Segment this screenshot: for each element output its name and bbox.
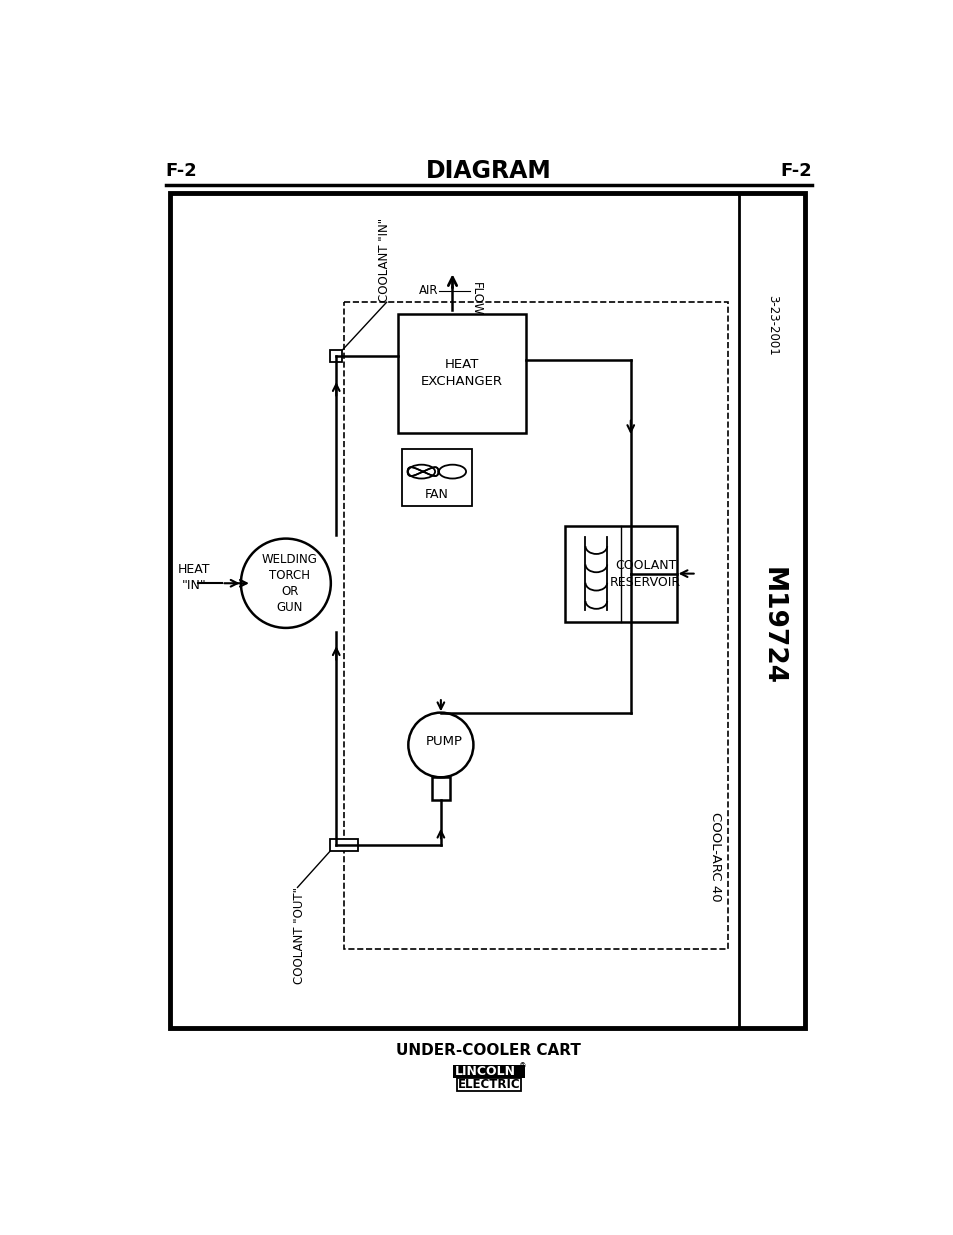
Bar	[170, 193, 804, 1029]
Text: ELECTRIC: ELECTRIC	[457, 1078, 519, 1092]
Text: COOLANT
RESERVOIR: COOLANT RESERVOIR	[610, 558, 680, 589]
Text: HEAT: HEAT	[178, 563, 211, 576]
Text: COOLANT "OUT": COOLANT "OUT"	[293, 888, 305, 984]
Text: HEAT
EXCHANGER: HEAT EXCHANGER	[420, 358, 502, 389]
Text: AIR: AIR	[418, 284, 438, 298]
Text: F-2: F-2	[165, 162, 197, 180]
Text: WELDING
TORCH
OR
GUN: WELDING TORCH OR GUN	[261, 553, 317, 614]
Text: "IN": "IN"	[182, 579, 207, 592]
Bar	[431, 777, 450, 800]
Text: COOLANT "IN": COOLANT "IN"	[377, 219, 391, 303]
Bar	[397, 314, 525, 433]
Bar	[344, 303, 727, 948]
Bar	[402, 448, 472, 506]
Bar	[330, 350, 342, 362]
Text: LINCOLN: LINCOLN	[454, 1065, 515, 1078]
Bar	[453, 1065, 524, 1078]
Text: ®: ®	[518, 1062, 526, 1071]
Text: DIAGRAM: DIAGRAM	[426, 159, 551, 183]
Text: M19724: M19724	[759, 567, 784, 684]
Bar	[330, 839, 357, 851]
Text: FLOW: FLOW	[469, 282, 482, 315]
Text: COOL-ARC 40: COOL-ARC 40	[709, 811, 721, 902]
Bar	[456, 1078, 520, 1092]
Text: UNDER-COOLER CART: UNDER-COOLER CART	[396, 1044, 580, 1058]
Bar	[564, 526, 677, 621]
Text: PUMP: PUMP	[426, 735, 463, 747]
Text: FAN: FAN	[425, 488, 449, 501]
Text: 3-23-2001: 3-23-2001	[765, 295, 778, 356]
Text: F-2: F-2	[780, 162, 812, 180]
